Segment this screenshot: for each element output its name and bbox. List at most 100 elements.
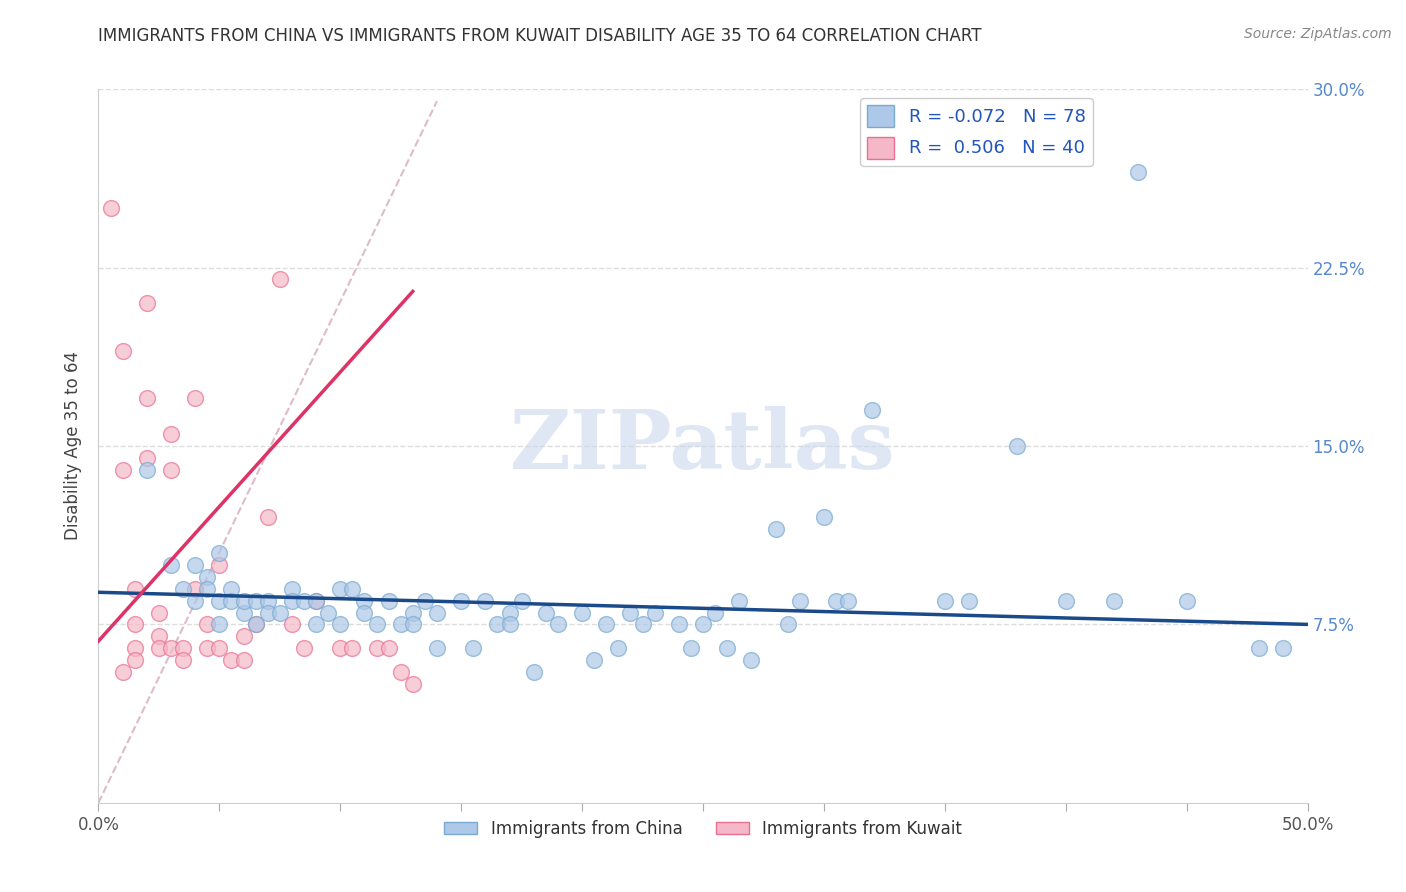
Point xyxy=(607,641,630,656)
Point xyxy=(1175,593,1198,607)
Point xyxy=(837,593,859,607)
Point xyxy=(160,427,183,442)
Point xyxy=(860,403,883,417)
Point xyxy=(208,546,231,560)
Point xyxy=(221,593,243,607)
Legend: Immigrants from China, Immigrants from Kuwait: Immigrants from China, Immigrants from K… xyxy=(437,814,969,845)
Point xyxy=(281,617,304,632)
Point xyxy=(221,582,243,596)
Point xyxy=(281,582,304,596)
Point xyxy=(269,272,291,286)
Point xyxy=(208,558,231,572)
Point xyxy=(571,606,593,620)
Point xyxy=(195,582,218,596)
Point xyxy=(692,617,714,632)
Point xyxy=(353,593,375,607)
Point xyxy=(1102,593,1125,607)
Point xyxy=(547,617,569,632)
Point xyxy=(523,665,546,679)
Point xyxy=(789,593,811,607)
Point xyxy=(124,617,146,632)
Point xyxy=(184,582,207,596)
Point xyxy=(631,617,654,632)
Point xyxy=(208,617,231,632)
Point xyxy=(292,641,315,656)
Text: IMMIGRANTS FROM CHINA VS IMMIGRANTS FROM KUWAIT DISABILITY AGE 35 TO 64 CORRELAT: IMMIGRANTS FROM CHINA VS IMMIGRANTS FROM… xyxy=(98,27,981,45)
Point xyxy=(934,593,956,607)
Point xyxy=(1007,439,1029,453)
Point xyxy=(221,653,243,667)
Point xyxy=(135,392,157,406)
Point xyxy=(232,629,254,643)
Point xyxy=(1128,165,1150,179)
Point xyxy=(342,582,364,596)
Text: ZIPatlas: ZIPatlas xyxy=(510,406,896,486)
Point xyxy=(402,617,425,632)
Point xyxy=(474,593,496,607)
Point xyxy=(679,641,702,656)
Point xyxy=(402,677,425,691)
Point xyxy=(813,510,835,524)
Point xyxy=(245,593,267,607)
Point xyxy=(498,617,520,632)
Point xyxy=(111,463,134,477)
Point xyxy=(740,653,762,667)
Point xyxy=(124,641,146,656)
Point xyxy=(184,558,207,572)
Point xyxy=(232,593,254,607)
Point xyxy=(184,392,207,406)
Point xyxy=(124,653,146,667)
Point xyxy=(668,617,690,632)
Point xyxy=(776,617,799,632)
Point xyxy=(366,641,388,656)
Point xyxy=(256,593,278,607)
Point xyxy=(184,593,207,607)
Point xyxy=(498,606,520,620)
Point xyxy=(245,617,267,632)
Point xyxy=(135,296,157,310)
Point xyxy=(208,641,231,656)
Point xyxy=(111,665,134,679)
Point xyxy=(305,617,328,632)
Point xyxy=(426,606,449,620)
Point xyxy=(728,593,751,607)
Point xyxy=(426,641,449,656)
Point xyxy=(1249,641,1271,656)
Point xyxy=(124,582,146,596)
Point xyxy=(1054,593,1077,607)
Point xyxy=(195,641,218,656)
Point xyxy=(644,606,666,620)
Point xyxy=(305,593,328,607)
Point xyxy=(160,463,183,477)
Point xyxy=(1272,641,1295,656)
Point xyxy=(148,629,170,643)
Point xyxy=(172,653,194,667)
Point xyxy=(160,558,183,572)
Point xyxy=(269,606,291,620)
Point xyxy=(208,593,231,607)
Point xyxy=(135,463,157,477)
Point xyxy=(825,593,848,607)
Point xyxy=(377,593,399,607)
Point xyxy=(160,641,183,656)
Point xyxy=(232,606,254,620)
Point xyxy=(413,593,436,607)
Point xyxy=(402,606,425,620)
Point xyxy=(232,653,254,667)
Point xyxy=(292,593,315,607)
Text: Source: ZipAtlas.com: Source: ZipAtlas.com xyxy=(1244,27,1392,41)
Point xyxy=(256,510,278,524)
Point xyxy=(329,582,352,596)
Point xyxy=(172,582,194,596)
Point xyxy=(450,593,472,607)
Point xyxy=(619,606,641,620)
Point xyxy=(100,201,122,215)
Point xyxy=(135,450,157,465)
Point xyxy=(534,606,557,620)
Point xyxy=(510,593,533,607)
Point xyxy=(305,593,328,607)
Point xyxy=(256,606,278,620)
Point xyxy=(148,641,170,656)
Point xyxy=(765,522,787,536)
Point xyxy=(366,617,388,632)
